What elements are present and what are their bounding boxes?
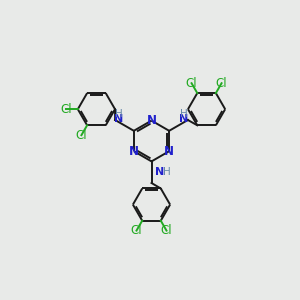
Text: Cl: Cl (161, 224, 172, 237)
Text: H: H (180, 109, 188, 119)
Text: Cl: Cl (76, 129, 87, 142)
Text: N: N (179, 114, 188, 124)
Text: N: N (164, 145, 174, 158)
Text: Cl: Cl (131, 224, 142, 237)
Text: Cl: Cl (216, 77, 227, 90)
Text: N: N (129, 145, 139, 158)
Text: Cl: Cl (61, 103, 72, 116)
Text: H: H (163, 167, 170, 177)
Text: Cl: Cl (186, 77, 197, 90)
Text: N: N (155, 167, 164, 177)
Text: H: H (115, 109, 123, 119)
Text: N: N (146, 114, 157, 127)
Text: N: N (115, 114, 124, 124)
